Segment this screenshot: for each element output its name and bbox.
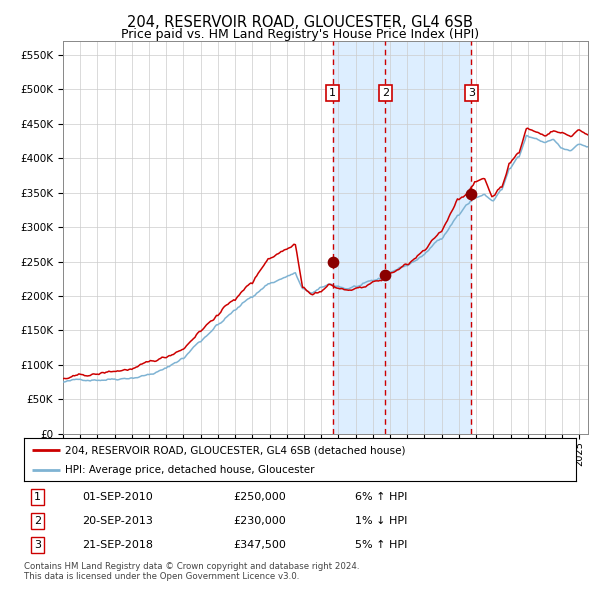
Text: Price paid vs. HM Land Registry's House Price Index (HPI): Price paid vs. HM Land Registry's House …	[121, 28, 479, 41]
Text: £250,000: £250,000	[234, 492, 287, 502]
Text: 1% ↓ HPI: 1% ↓ HPI	[355, 516, 407, 526]
Text: 1: 1	[34, 492, 41, 502]
Text: 20-SEP-2013: 20-SEP-2013	[82, 516, 153, 526]
Text: 1: 1	[329, 88, 336, 98]
Bar	[333, 41, 471, 434]
Text: 21-SEP-2018: 21-SEP-2018	[82, 540, 153, 550]
Text: £347,500: £347,500	[234, 540, 287, 550]
Text: 204, RESERVOIR ROAD, GLOUCESTER, GL4 6SB: 204, RESERVOIR ROAD, GLOUCESTER, GL4 6SB	[127, 15, 473, 30]
Text: 01-SEP-2010: 01-SEP-2010	[82, 492, 153, 502]
Text: 204, RESERVOIR ROAD, GLOUCESTER, GL4 6SB (detached house): 204, RESERVOIR ROAD, GLOUCESTER, GL4 6SB…	[65, 445, 406, 455]
Text: 2: 2	[382, 88, 389, 98]
Point	[380, 271, 390, 280]
Text: 3: 3	[468, 88, 475, 98]
Text: £230,000: £230,000	[234, 516, 287, 526]
Text: 5% ↑ HPI: 5% ↑ HPI	[355, 540, 407, 550]
Text: 3: 3	[34, 540, 41, 550]
Text: Contains HM Land Registry data © Crown copyright and database right 2024.
This d: Contains HM Land Registry data © Crown c…	[24, 562, 359, 581]
Point	[466, 190, 476, 199]
Text: 6% ↑ HPI: 6% ↑ HPI	[355, 492, 407, 502]
Text: HPI: Average price, detached house, Gloucester: HPI: Average price, detached house, Glou…	[65, 466, 315, 475]
Point	[328, 257, 338, 266]
Text: 2: 2	[34, 516, 41, 526]
